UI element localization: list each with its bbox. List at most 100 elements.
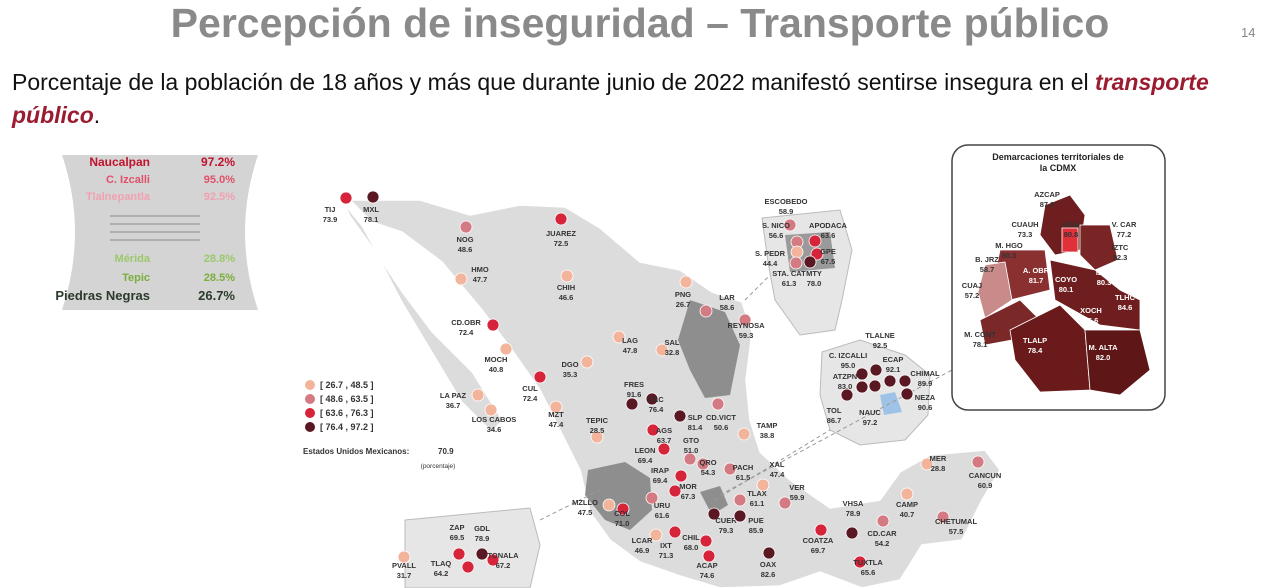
legend-swatch [305, 408, 315, 418]
city-dot [810, 247, 824, 261]
city-name: STA. CAT [772, 269, 806, 278]
district-name: M. ALTA [1088, 343, 1118, 352]
city-dot [756, 478, 770, 492]
cdmx-title-line: la CDMX [1040, 163, 1077, 173]
city-dot [554, 212, 568, 226]
city-dot [461, 560, 475, 574]
city-dot [733, 493, 747, 507]
city-dot [602, 498, 616, 512]
city-value: 38.8 [760, 431, 775, 440]
district-name: A. OBR [1023, 266, 1050, 275]
city-dot [549, 400, 563, 414]
legend-swatch [305, 394, 315, 404]
page-title: Percepción de inseguridad – Transporte p… [170, 0, 1110, 46]
city-name: MZLLO [572, 498, 598, 507]
city-name: HMO [471, 265, 489, 274]
mexico-mainland [348, 199, 1001, 588]
legend-label: [ 76.4 , 97.2 ] [320, 422, 374, 432]
city-dot [869, 363, 883, 377]
ranking-value: 28.8% [204, 253, 235, 265]
city-value: 63.7 [657, 436, 672, 445]
district-name: V. CAR [1112, 220, 1137, 229]
legend-label: [ 26.7 , 48.5 ] [320, 380, 374, 390]
city-dot [699, 304, 713, 318]
legend-swatch [305, 422, 315, 432]
city-name: PVALL [392, 561, 416, 570]
city-dot [803, 255, 817, 269]
city-name: PACH [733, 463, 754, 472]
city-name: GPE [820, 247, 836, 256]
city-name: CHIMAL [910, 369, 940, 378]
city-dot [723, 462, 737, 476]
subtitle-text: Porcentaje de la población de 18 años y … [12, 69, 1089, 95]
city-name: CAMP [896, 500, 918, 509]
city-value: 36.7 [446, 401, 461, 410]
city-name: COL [614, 509, 630, 518]
city-dot [674, 469, 688, 483]
city-name: ECAP [883, 355, 904, 364]
ranking-name: Mérida [115, 253, 151, 265]
mexico-state [700, 486, 728, 515]
city-dot [868, 379, 882, 393]
city-dot [920, 457, 934, 471]
city-name: COATZA [803, 536, 834, 545]
district-value: 85.6 [1084, 316, 1099, 325]
city-value: 28.5 [590, 426, 605, 435]
city-name: CD.CAR [867, 529, 897, 538]
city-dot [855, 367, 869, 381]
city-dot [702, 549, 716, 563]
city-value: 61.1 [750, 499, 765, 508]
city-dot [649, 528, 663, 542]
city-name: SAL [665, 338, 680, 347]
city-dot [459, 220, 473, 234]
city-value: 35.3 [563, 370, 578, 379]
city-value: 90.6 [918, 403, 933, 412]
city-name: CUL [522, 384, 538, 393]
city-value: 47.7 [473, 275, 488, 284]
city-dot [560, 269, 574, 283]
city-name: TONALA [487, 551, 519, 560]
city-name: LEON [635, 446, 656, 455]
district-name: AZCAP [1034, 190, 1060, 199]
city-dot [778, 496, 792, 510]
district-value: 80.3 [1097, 278, 1112, 287]
district-value: 80.1 [1059, 285, 1074, 294]
city-name: FRES [624, 380, 644, 389]
city-name: ACAP [696, 561, 717, 570]
city-dot [898, 374, 912, 388]
city-name: CANCUN [969, 471, 1002, 480]
district-value: 80.8 [1064, 230, 1079, 239]
cdmx-shape [880, 392, 902, 415]
mexico-baja [344, 204, 503, 433]
city-value: 67.3 [681, 492, 696, 501]
city-name: VER [789, 483, 805, 492]
city-name: TLALNE [865, 331, 895, 340]
city-name: MTY [806, 269, 822, 278]
city-value: 47.8 [623, 346, 638, 355]
city-name: CD.OBR [451, 318, 481, 327]
ranking-name: Piedras Negras [55, 288, 150, 303]
city-name: C. IZCALLI [829, 351, 867, 360]
city-dot [876, 514, 890, 528]
district-name: GAM [1062, 220, 1080, 229]
city-name: SLP [688, 413, 703, 422]
city-dot [883, 374, 897, 388]
city-name: LAG [622, 336, 638, 345]
city-value: 76.4 [649, 405, 664, 414]
city-value: 69.4 [638, 456, 653, 465]
city-dot [737, 427, 751, 441]
city-value: 71.3 [659, 551, 674, 560]
city-dot [486, 318, 500, 332]
city-value: 97.2 [863, 418, 878, 427]
city-value: 46.9 [635, 546, 650, 555]
city-dot [738, 313, 752, 327]
city-name: LOS CABOS [472, 415, 517, 424]
city-dot [733, 509, 747, 523]
city-value: 26.7 [676, 300, 691, 309]
city-dot [783, 218, 797, 232]
city-value: 78.1 [364, 215, 379, 224]
city-value: 63.6 [821, 231, 836, 240]
city-dot [580, 355, 594, 369]
city-name: S. PEDR [755, 249, 786, 258]
